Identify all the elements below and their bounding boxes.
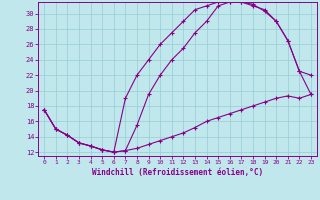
X-axis label: Windchill (Refroidissement éolien,°C): Windchill (Refroidissement éolien,°C): [92, 168, 263, 177]
